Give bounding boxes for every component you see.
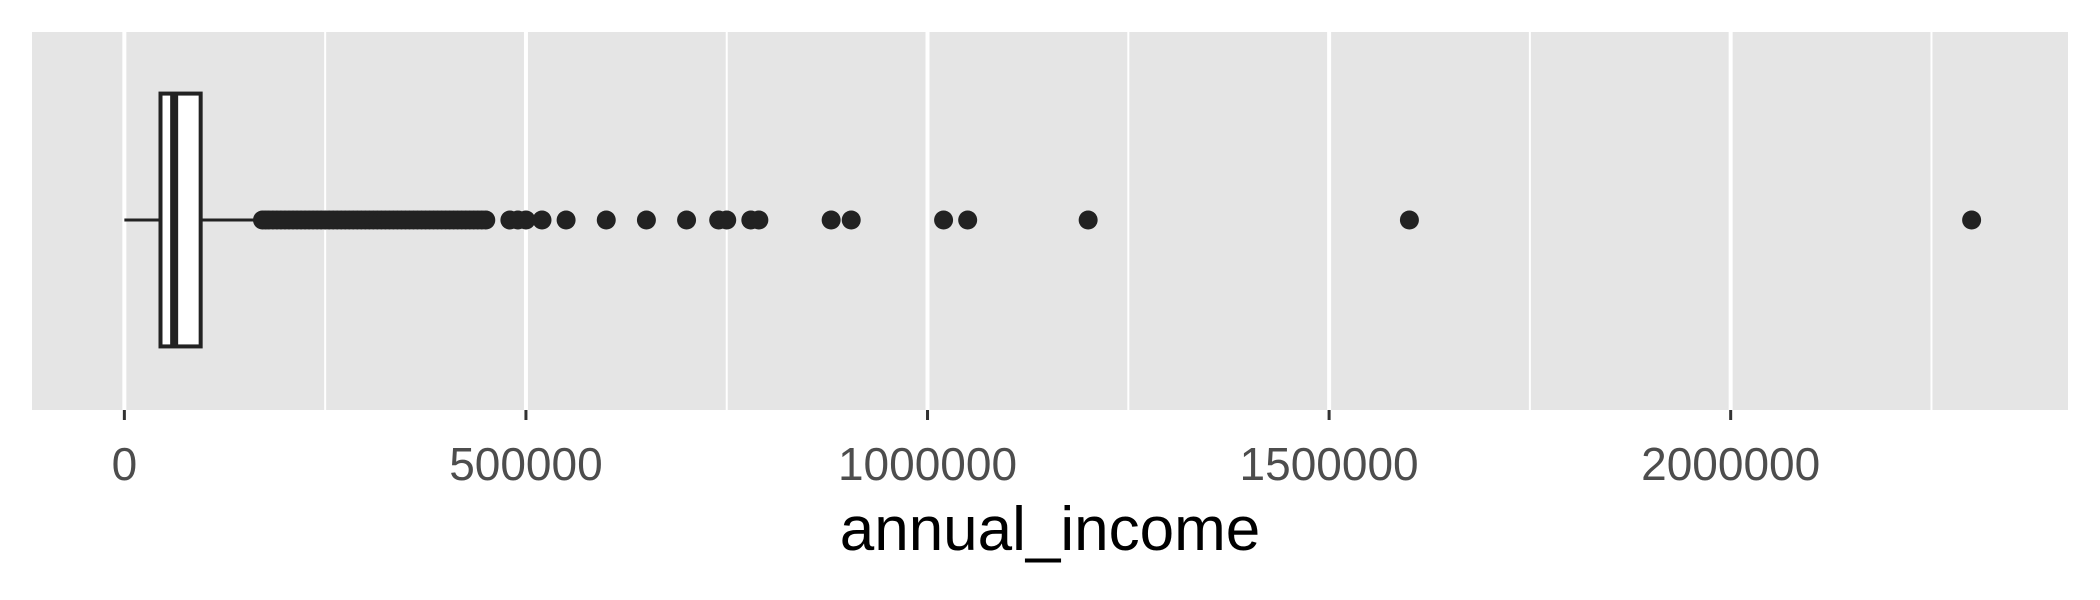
x-tick-label: 0 <box>112 438 138 490</box>
boxplot-box <box>124 91 261 349</box>
outlier-point <box>841 210 861 230</box>
outlier-points <box>253 210 1982 230</box>
outlier-point <box>934 210 954 230</box>
outlier-point <box>532 210 552 230</box>
x-tick-label: 2000000 <box>1641 438 1820 490</box>
outlier-point <box>476 210 496 230</box>
outlier-point <box>717 210 737 230</box>
outlier-point <box>677 210 697 230</box>
outlier-point <box>1962 210 1982 230</box>
outlier-point <box>958 210 978 230</box>
x-tick-label: 1500000 <box>1240 438 1419 490</box>
x-tick-label: 500000 <box>449 438 603 490</box>
outlier-point <box>1399 210 1419 230</box>
x-tick-label: 1000000 <box>838 438 1017 490</box>
outlier-point <box>596 210 616 230</box>
iqr-box <box>158 91 203 349</box>
outlier-point <box>1078 210 1098 230</box>
outlier-point <box>636 210 656 230</box>
outlier-point <box>556 210 576 230</box>
outlier-point <box>821 210 841 230</box>
outlier-point <box>516 210 536 230</box>
outlier-point <box>749 210 769 230</box>
x-axis-title: annual_income <box>840 495 1261 564</box>
x-axis-ticks: 0 500000 1000000 1500000 2000000 <box>112 410 1820 490</box>
